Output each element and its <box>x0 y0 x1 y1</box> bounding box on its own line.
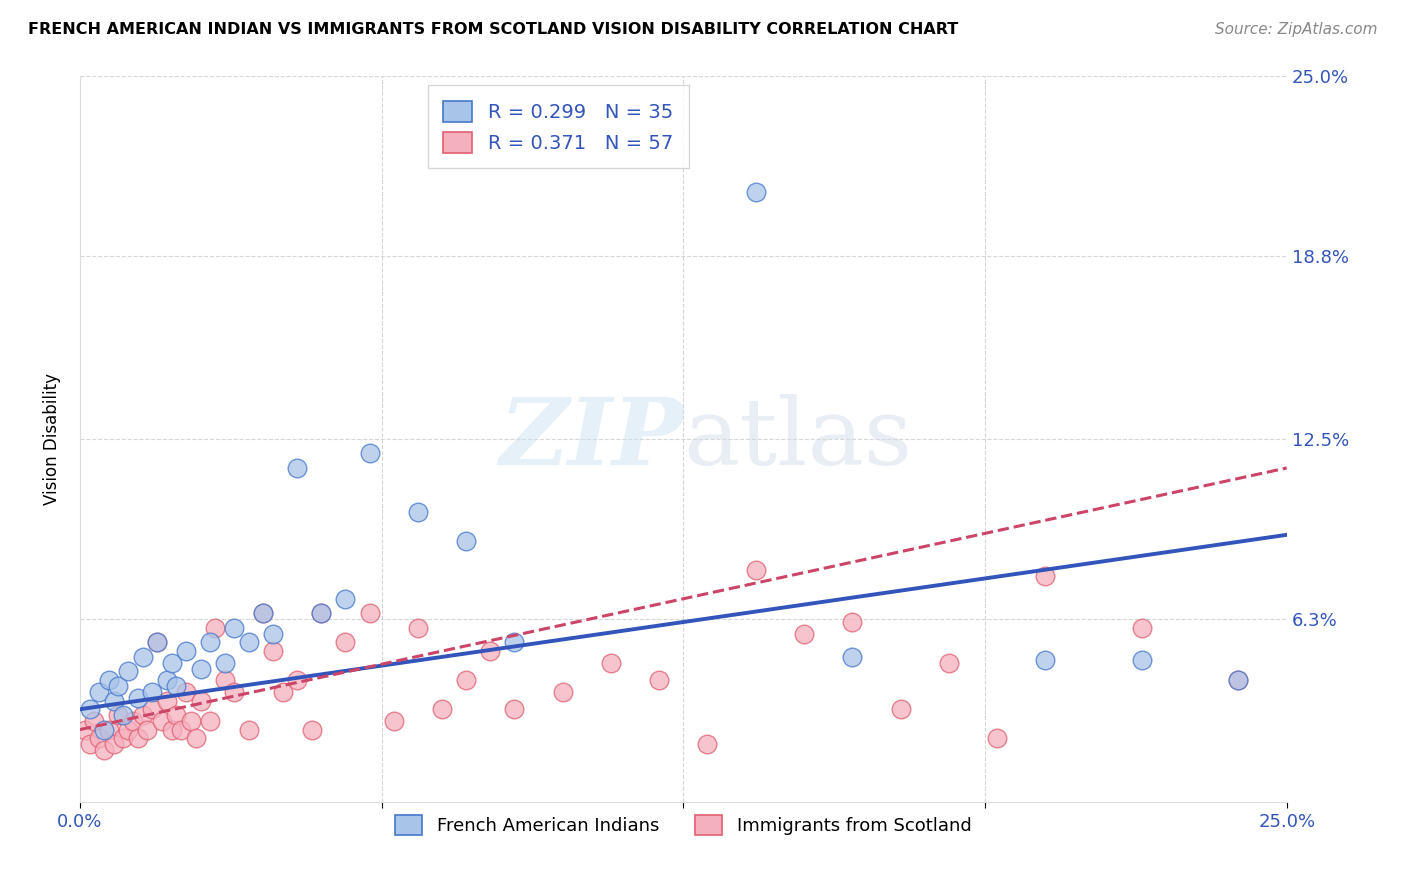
Point <box>793 626 815 640</box>
Point <box>224 621 246 635</box>
Point <box>117 723 139 737</box>
Point <box>190 693 212 707</box>
Point <box>252 607 274 621</box>
Point <box>83 714 105 728</box>
Point <box>146 635 169 649</box>
Point <box>93 743 115 757</box>
Point <box>93 723 115 737</box>
Point <box>454 533 477 548</box>
Point <box>107 708 129 723</box>
Y-axis label: Vision Disability: Vision Disability <box>44 373 60 505</box>
Point <box>156 693 179 707</box>
Text: atlas: atlas <box>683 394 912 483</box>
Point <box>127 731 149 746</box>
Point <box>744 563 766 577</box>
Point <box>271 685 294 699</box>
Point <box>224 685 246 699</box>
Point <box>131 649 153 664</box>
Point <box>150 714 173 728</box>
Point <box>359 446 381 460</box>
Point <box>141 685 163 699</box>
Text: Source: ZipAtlas.com: Source: ZipAtlas.com <box>1215 22 1378 37</box>
Point <box>89 731 111 746</box>
Point <box>1033 653 1056 667</box>
Point <box>406 621 429 635</box>
Point <box>479 644 502 658</box>
Point <box>454 673 477 688</box>
Point <box>1227 673 1250 688</box>
Point <box>107 679 129 693</box>
Point <box>359 607 381 621</box>
Text: FRENCH AMERICAN INDIAN VS IMMIGRANTS FROM SCOTLAND VISION DISABILITY CORRELATION: FRENCH AMERICAN INDIAN VS IMMIGRANTS FRO… <box>28 22 959 37</box>
Point <box>1033 568 1056 582</box>
Point <box>103 737 125 751</box>
Point <box>174 685 197 699</box>
Point <box>122 714 145 728</box>
Point <box>309 607 332 621</box>
Point <box>335 635 357 649</box>
Point <box>503 702 526 716</box>
Point <box>551 685 574 699</box>
Point <box>301 723 323 737</box>
Legend: French American Indians, Immigrants from Scotland: French American Indians, Immigrants from… <box>387 806 980 844</box>
Text: ZIP: ZIP <box>499 394 683 483</box>
Point <box>79 702 101 716</box>
Point <box>180 714 202 728</box>
Point <box>430 702 453 716</box>
Point <box>648 673 671 688</box>
Point <box>841 615 863 629</box>
Point <box>938 656 960 670</box>
Point <box>131 708 153 723</box>
Point <box>309 607 332 621</box>
Point <box>174 644 197 658</box>
Point <box>1227 673 1250 688</box>
Point <box>262 644 284 658</box>
Point <box>89 685 111 699</box>
Point <box>238 723 260 737</box>
Point <box>696 737 718 751</box>
Point <box>406 505 429 519</box>
Point <box>214 673 236 688</box>
Point <box>1130 653 1153 667</box>
Point <box>335 591 357 606</box>
Point <box>112 731 135 746</box>
Point <box>200 714 222 728</box>
Point <box>1130 621 1153 635</box>
Point <box>285 673 308 688</box>
Point <box>112 708 135 723</box>
Point <box>382 714 405 728</box>
Point <box>103 693 125 707</box>
Point <box>744 185 766 199</box>
Point <box>160 723 183 737</box>
Point <box>238 635 260 649</box>
Point <box>141 702 163 716</box>
Point <box>97 673 120 688</box>
Point <box>184 731 207 746</box>
Point <box>503 635 526 649</box>
Point <box>160 656 183 670</box>
Point <box>252 607 274 621</box>
Point <box>165 679 187 693</box>
Point <box>127 690 149 705</box>
Point <box>170 723 193 737</box>
Point <box>117 665 139 679</box>
Point <box>889 702 911 716</box>
Point <box>136 723 159 737</box>
Point <box>200 635 222 649</box>
Point <box>165 708 187 723</box>
Point <box>204 621 226 635</box>
Point <box>841 649 863 664</box>
Point <box>599 656 621 670</box>
Point <box>285 461 308 475</box>
Point <box>190 661 212 675</box>
Point <box>214 656 236 670</box>
Point <box>156 673 179 688</box>
Point <box>986 731 1008 746</box>
Point <box>73 723 96 737</box>
Point <box>262 626 284 640</box>
Point <box>97 723 120 737</box>
Point <box>146 635 169 649</box>
Point <box>79 737 101 751</box>
